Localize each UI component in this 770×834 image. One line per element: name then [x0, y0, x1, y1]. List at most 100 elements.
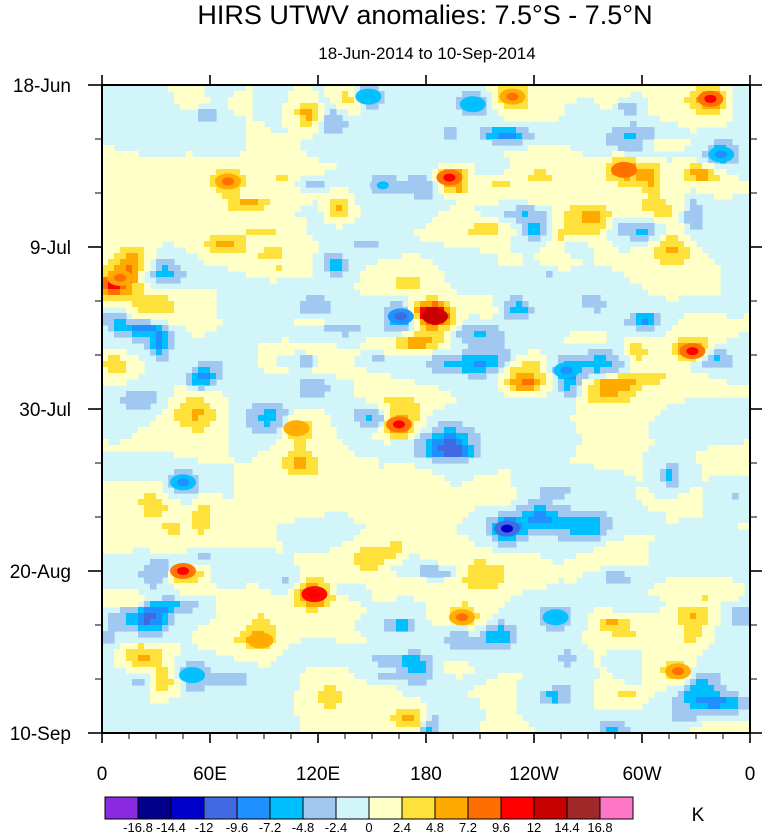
field-cell [186, 319, 193, 326]
field-cell [282, 109, 289, 116]
field-cell [402, 469, 409, 476]
field-cell [432, 295, 439, 302]
field-cell [528, 367, 535, 374]
field-cell [180, 583, 187, 590]
field-cell [348, 199, 355, 206]
field-cell [462, 91, 469, 98]
field-cell [390, 469, 397, 476]
field-cell [342, 217, 349, 224]
field-cell [678, 103, 685, 110]
field-cell [606, 139, 613, 146]
field-cell [642, 169, 649, 176]
field-cell [348, 463, 355, 470]
field-cell [192, 175, 199, 182]
field-cell [708, 469, 715, 476]
field-cell [432, 535, 439, 542]
field-cell [684, 163, 691, 170]
field-cell [420, 529, 427, 536]
field-cell [492, 241, 499, 248]
field-cell [666, 217, 673, 224]
field-cell [450, 193, 457, 200]
field-cell [240, 535, 247, 542]
field-cell [438, 529, 445, 536]
field-cell [204, 259, 211, 266]
field-cell [480, 307, 487, 314]
field-cell [216, 211, 223, 218]
field-cell [672, 481, 679, 488]
field-cell [516, 361, 523, 368]
field-cell [210, 427, 217, 434]
field-cell [312, 193, 319, 200]
field-cell [726, 445, 733, 452]
field-cell [438, 451, 445, 458]
field-cell [264, 541, 271, 548]
field-cell [234, 211, 241, 218]
field-cell [648, 349, 655, 356]
field-cell [516, 103, 523, 110]
field-cell [120, 235, 127, 242]
field-cell [564, 391, 571, 398]
field-cell [102, 373, 109, 380]
field-cell [360, 475, 367, 482]
field-cell [510, 103, 517, 110]
field-cell [384, 517, 391, 524]
field-cell [108, 181, 115, 188]
field-cell [708, 115, 715, 122]
field-cell [372, 85, 379, 92]
field-cell [420, 475, 427, 482]
field-cell [420, 289, 427, 296]
field-cell [312, 427, 319, 434]
field-cell [300, 385, 307, 392]
field-cell [192, 91, 199, 98]
field-cell [258, 421, 265, 428]
field-cell [174, 295, 181, 302]
field-cell [180, 511, 187, 518]
field-cell [612, 421, 619, 428]
field-cell [132, 499, 139, 506]
field-cell [516, 151, 523, 158]
field-cell [288, 181, 295, 188]
field-cell [420, 331, 427, 338]
field-cell [294, 223, 301, 230]
field-cell [324, 211, 331, 218]
field-cell [282, 367, 289, 374]
field-cell [300, 379, 307, 386]
field-cell [708, 169, 715, 176]
field-cell [258, 229, 265, 236]
field-cell [564, 337, 571, 344]
field-cell [402, 523, 409, 530]
field-cell [246, 157, 253, 164]
field-cell [120, 247, 127, 254]
field-cell [642, 223, 649, 230]
field-cell [702, 283, 709, 290]
field-cell [648, 355, 655, 362]
field-cell [444, 187, 451, 194]
field-cell [744, 187, 750, 194]
field-cell [642, 211, 649, 218]
field-cell [666, 361, 673, 368]
field-cell [576, 361, 583, 368]
field-cell [486, 301, 493, 308]
field-cell [474, 583, 481, 590]
field-cell [198, 433, 205, 440]
field-cell [222, 193, 229, 200]
field-cell [666, 115, 673, 122]
field-cell [648, 379, 655, 386]
field-cell [696, 277, 703, 284]
field-cell [318, 421, 325, 428]
field-cell [732, 385, 739, 392]
field-cell [366, 475, 373, 482]
field-cell [726, 451, 733, 458]
field-cell [336, 187, 343, 194]
field-cell [162, 493, 169, 500]
field-cell [420, 487, 427, 494]
field-cell [726, 181, 733, 188]
field-cell [222, 199, 229, 206]
field-cell [390, 265, 397, 272]
field-cell [438, 277, 445, 284]
field-cell [582, 199, 589, 206]
field-cell [678, 499, 685, 506]
field-cell [324, 253, 331, 260]
field-cell [654, 85, 661, 92]
field-cell [138, 211, 145, 218]
